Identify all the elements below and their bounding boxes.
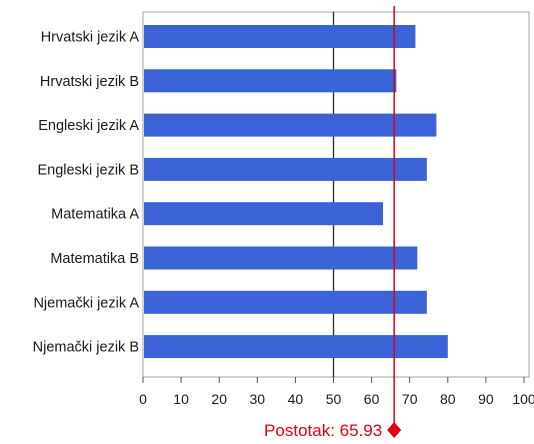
- x-tick-label: 40: [288, 391, 304, 407]
- reference-label: Postotak: 65.93: [264, 421, 382, 439]
- bar: [144, 157, 427, 181]
- x-tick-label: 90: [478, 391, 494, 407]
- x-tick-label: 60: [364, 391, 380, 407]
- x-tick-label: 50: [326, 391, 342, 407]
- plot-frame: [142, 11, 530, 378]
- x-tick-label: 0: [139, 391, 147, 407]
- bar: [144, 202, 384, 226]
- x-tick-label: 30: [250, 391, 266, 407]
- bar: [144, 69, 397, 93]
- x-tick-label: 100: [512, 391, 534, 407]
- category-label: Engleski jezik A: [38, 118, 139, 134]
- category-label: Matematika B: [50, 251, 139, 267]
- reference-marker-diamond: [387, 422, 402, 438]
- x-tick-label: 80: [440, 391, 456, 407]
- bar: [144, 290, 427, 314]
- bar: [144, 113, 437, 137]
- category-label: Njemački jezik B: [33, 340, 139, 356]
- category-label: Njemački jezik A: [33, 295, 139, 311]
- bar: [144, 335, 448, 359]
- category-label: Hrvatski jezik A: [41, 30, 140, 46]
- category-label: Matematika A: [51, 207, 139, 223]
- category-label: Engleski jezik B: [37, 162, 139, 178]
- x-tick-label: 70: [402, 391, 418, 407]
- bar: [144, 25, 416, 48]
- category-label: Hrvatski jezik B: [40, 74, 139, 90]
- x-tick-label: 10: [173, 391, 189, 407]
- bar: [144, 246, 418, 270]
- x-tick-label: 20: [211, 391, 227, 407]
